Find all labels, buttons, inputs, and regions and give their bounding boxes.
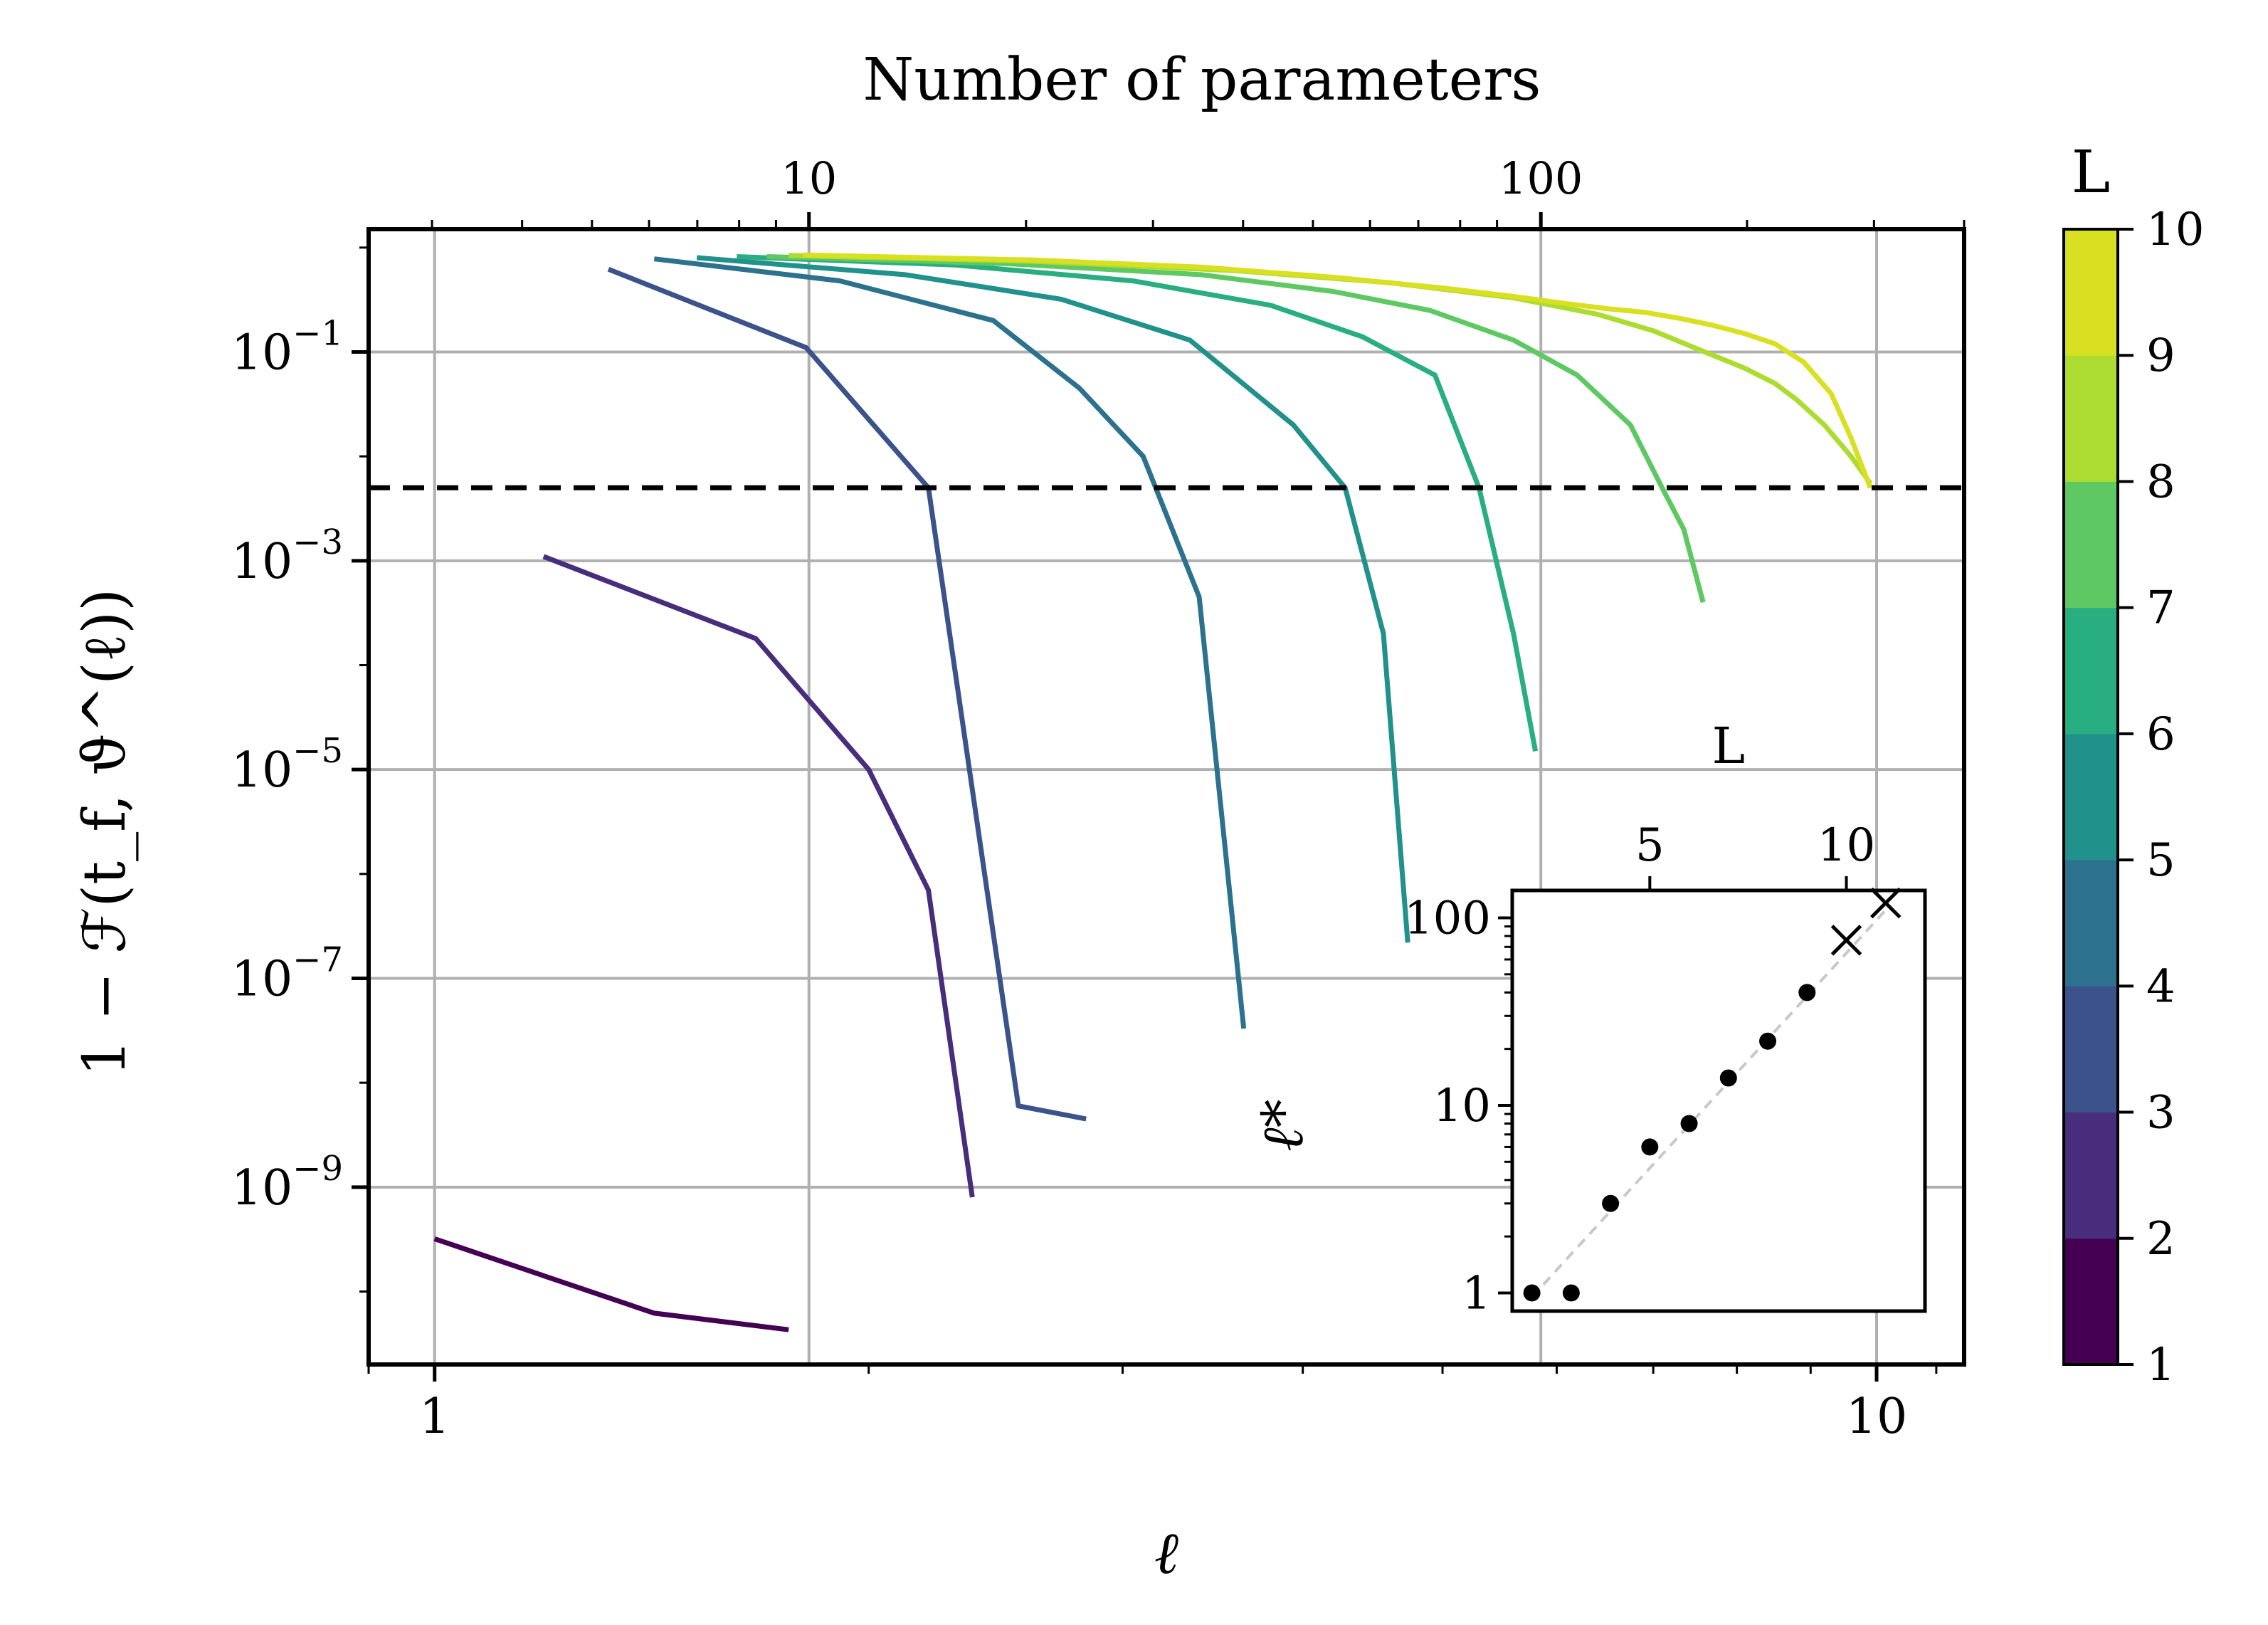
inset-point-L4 — [1602, 1194, 1620, 1212]
x-tick-label: 1 — [419, 1389, 450, 1445]
y-tick-label: 10−5 — [231, 731, 343, 799]
inset-top-axis-label: L — [1712, 717, 1745, 775]
main-axis-ticks — [352, 212, 1966, 1382]
colorbar-label: L — [2072, 139, 2110, 206]
y-tick-label: 10−1 — [231, 313, 343, 381]
colorbar-ticks: 1 2 3 4 5 6 7 8 9 10 — [2118, 204, 2204, 1392]
colorbar-segment — [2064, 733, 2118, 861]
inset-point-L5 — [1641, 1138, 1659, 1156]
top-axis-label: Number of parameters — [863, 46, 1541, 114]
x-axis-label: ℓ — [1154, 1520, 1178, 1587]
y-tick-label: 10−7 — [231, 940, 343, 1007]
series-line-L9 — [802, 252, 1873, 489]
colorbar-segment — [2064, 1112, 2118, 1239]
colorbar-tick-label: 3 — [2146, 1087, 2175, 1140]
inset-point-L7 — [1719, 1069, 1737, 1087]
inset-cross-L11 — [1869, 887, 1902, 919]
colorbar-tick-label: 10 — [2146, 204, 2204, 256]
inset-point-L9 — [1798, 984, 1816, 1001]
inset-y-axis-label: ℓ* — [1250, 1099, 1316, 1151]
colorbar-tick-label: 2 — [2146, 1213, 2175, 1266]
colorbar-segment — [2064, 860, 2118, 987]
inset-y-tick-label: 1 — [1462, 1267, 1491, 1320]
main-series — [433, 252, 1873, 1332]
main-plot: 1 10 10 100 10−1 10−3 10−5 10−7 10−9 ℓ 1 − ℱ(t_f… — [71, 46, 1966, 1587]
inset-tick-labels: 5 10 1 10 100 — [1404, 819, 1875, 1320]
series-line-L5 — [696, 255, 1410, 943]
colorbar-tick-label: 8 — [2146, 456, 2175, 508]
series-line-L4 — [653, 256, 1247, 1029]
top-tick-label: 10 — [781, 152, 837, 204]
colorbar-tick-label: 4 — [2146, 960, 2175, 1013]
colorbar-segments — [2064, 229, 2118, 1365]
colorbar-tick-label: 7 — [2146, 582, 2175, 635]
inset-point-L2 — [1523, 1284, 1541, 1302]
inset-plot: 5 10 1 10 100 ℓ* L — [1250, 717, 1927, 1320]
inset-cross-L10 — [1830, 925, 1862, 956]
y-tick-label: 10−3 — [231, 522, 343, 590]
inset-background — [1512, 890, 1925, 1311]
colorbar-tick-label: 1 — [2146, 1339, 2175, 1392]
inset-point-L8 — [1759, 1032, 1777, 1050]
colorbar-segment — [2064, 986, 2118, 1113]
inset-point-L3 — [1562, 1284, 1580, 1302]
colorbar-tick-label: 9 — [2146, 330, 2175, 382]
colorbar-frame — [2062, 228, 2119, 1366]
colorbar-segment — [2064, 355, 2118, 482]
series-line-L1 — [433, 1236, 789, 1332]
inset-ticks — [1498, 876, 1848, 1295]
colorbar: 1 2 3 4 5 6 7 8 9 10 L — [2062, 139, 2204, 1392]
inset-frame — [1510, 888, 1927, 1313]
colorbar-segment — [2064, 229, 2118, 356]
inset-y-tick-label: 10 — [1433, 1080, 1491, 1132]
inset-x-tick-label: 10 — [1818, 819, 1875, 872]
inset-x-tick-label: 5 — [1635, 819, 1665, 872]
top-tick-label: 100 — [1499, 152, 1583, 204]
colorbar-segment — [2064, 481, 2118, 609]
series-line-L2 — [542, 554, 975, 1198]
colorbar-tick-label: 6 — [2146, 708, 2175, 761]
inset-y-tick-label: 100 — [1404, 893, 1491, 945]
main-plot-frame — [366, 227, 1966, 1367]
colorbar-segment — [2064, 1238, 2118, 1365]
series-line-L6 — [737, 254, 1539, 752]
series-line-L7 — [766, 254, 1706, 604]
inset-trend-line — [1531, 909, 1887, 1298]
inset-point-L6 — [1680, 1115, 1698, 1132]
y-axis-label: 1 − ℱ(t_f, ϑ^(ℓ)) — [71, 589, 139, 1077]
colorbar-tick-label: 5 — [2146, 834, 2175, 887]
x-tick-label: 10 — [1846, 1389, 1908, 1445]
y-tick-label: 10−9 — [231, 1149, 343, 1216]
inset-points — [1523, 887, 1902, 1302]
main-tick-labels: 1 10 10 100 10−1 10−3 10−5 10−7 10−9 — [231, 152, 1908, 1445]
colorbar-segment — [2064, 607, 2118, 735]
